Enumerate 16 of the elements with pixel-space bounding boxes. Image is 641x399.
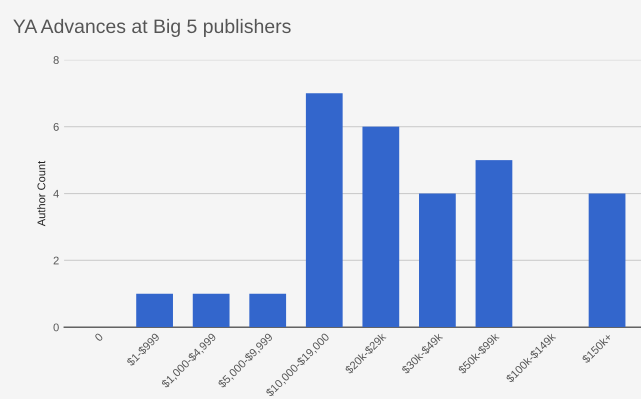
y-tick-label: 4	[53, 190, 59, 198]
bar	[192, 294, 230, 328]
y-axis-title: Author Count	[37, 160, 46, 226]
y-tick-label: 6	[54, 122, 59, 131]
bar	[136, 294, 173, 328]
chart-title: YA Advances at Big 5 publishers	[13, 18, 291, 37]
y-tick-label: 0	[53, 323, 59, 332]
bar	[362, 126, 400, 328]
bar	[476, 160, 512, 328]
y-tick-label: 2	[54, 256, 59, 264]
x-tick-label: 0	[94, 332, 104, 342]
bar	[249, 294, 286, 328]
bar	[306, 93, 343, 328]
bar	[588, 194, 626, 328]
bar	[419, 194, 456, 328]
y-tick-label: 8	[54, 56, 59, 64]
